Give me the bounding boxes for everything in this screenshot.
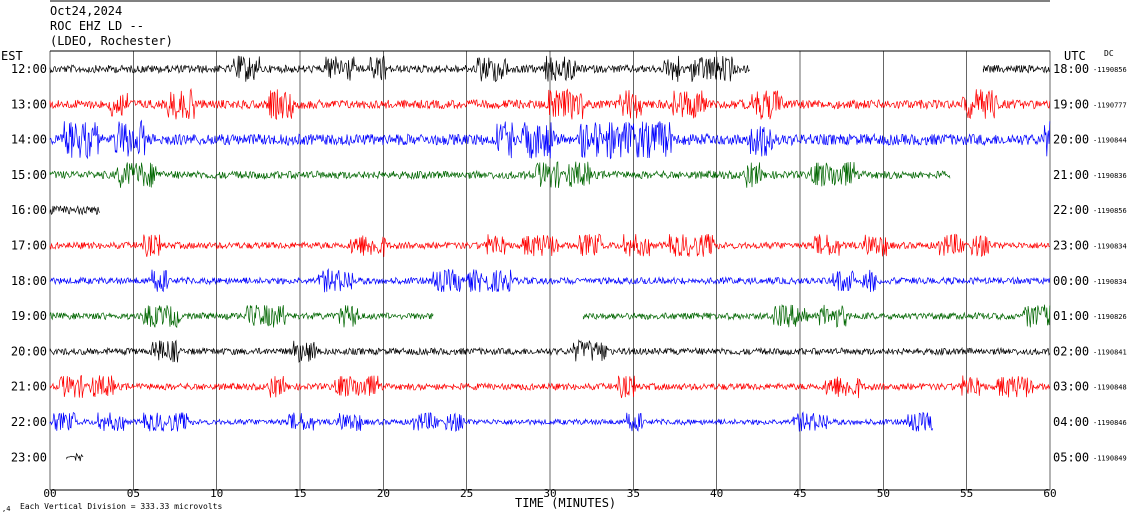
row-dc-offset: -1190856 — [1093, 207, 1127, 215]
scale-mark: ,4 — [2, 505, 10, 513]
row-label-utc: 05:00 — [1053, 450, 1089, 464]
row-label-utc: 20:00 — [1053, 133, 1089, 147]
seismic-trace — [49, 119, 1051, 160]
x-tick-label: 10 — [210, 487, 223, 500]
row-dc-offset: -1190834 — [1093, 243, 1127, 251]
row-label-est: 22:00 — [11, 415, 47, 429]
row-label-est: 15:00 — [11, 168, 47, 182]
x-tick-label: 50 — [877, 487, 890, 500]
left-axis-title: EST — [1, 49, 23, 63]
seismic-trace — [66, 452, 84, 462]
x-tick-label: 00 — [43, 487, 56, 500]
x-tick-label: 30 — [543, 487, 556, 500]
row-dc-offset: -1190844 — [1093, 137, 1127, 145]
x-tick-label: 15 — [293, 487, 306, 500]
seismic-trace — [49, 55, 751, 83]
seismic-trace — [49, 205, 100, 216]
row-label-est: 23:00 — [11, 450, 47, 464]
right-axis-title: UTC — [1064, 49, 1086, 63]
row-label-est: 14:00 — [11, 133, 47, 147]
scale-note: Each Vertical Division = 333.33 microvol… — [20, 502, 222, 511]
row-label-est: 12:00 — [11, 62, 47, 76]
seismic-trace — [49, 375, 1051, 399]
x-tick-label: 35 — [627, 487, 640, 500]
row-label-est: 13:00 — [11, 97, 47, 111]
row-label-est: 19:00 — [11, 309, 47, 323]
x-tick-label: 05 — [127, 487, 140, 500]
row-dc-offset: -1190836 — [1093, 172, 1127, 180]
row-dc-offset: -1190841 — [1093, 348, 1127, 356]
row-label-utc: 18:00 — [1053, 62, 1089, 76]
header-network: (LDEO, Rochester) — [50, 34, 173, 48]
row-dc-offset: -1190849 — [1093, 454, 1127, 462]
x-tick-label: 45 — [793, 487, 806, 500]
header-date: Oct24,2024 — [50, 4, 122, 18]
row-label-est: 17:00 — [11, 239, 47, 253]
row-label-utc: 21:00 — [1053, 168, 1089, 182]
row-dc-offset: -1190826 — [1093, 313, 1127, 321]
header-station: ROC EHZ LD -- — [50, 19, 144, 33]
seismic-trace — [49, 87, 1051, 121]
dc-label: DC — [1104, 49, 1114, 58]
seismic-trace — [49, 304, 434, 328]
seismic-trace — [49, 233, 1050, 258]
x-tick-label: 55 — [960, 487, 973, 500]
seismic-trace — [49, 339, 1051, 363]
x-tick-label: 20 — [377, 487, 390, 500]
row-label-utc: 04:00 — [1053, 415, 1089, 429]
row-dc-offset: -1190848 — [1093, 384, 1127, 392]
seismic-trace — [49, 268, 1051, 293]
row-label-utc: 22:00 — [1053, 203, 1089, 217]
row-label-est: 16:00 — [11, 203, 47, 217]
row-label-utc: 01:00 — [1053, 309, 1089, 323]
row-dc-offset: -1190846 — [1093, 419, 1127, 427]
row-dc-offset: -1190777 — [1093, 101, 1127, 109]
seismic-trace — [49, 161, 951, 188]
row-dc-offset: -1190834 — [1093, 278, 1127, 286]
seismic-trace — [582, 304, 1051, 328]
row-label-est: 20:00 — [11, 344, 47, 358]
row-label-utc: 00:00 — [1053, 274, 1089, 288]
row-label-est: 18:00 — [11, 274, 47, 288]
x-tick-label: 60 — [1043, 487, 1056, 500]
seismic-trace — [49, 411, 934, 432]
x-tick-label: 25 — [460, 487, 473, 500]
seismic-trace — [982, 64, 1050, 74]
row-label-est: 21:00 — [11, 380, 47, 394]
x-axis-title: TIME (MINUTES) — [515, 496, 616, 510]
x-tick-label: 40 — [710, 487, 723, 500]
row-dc-offset: -1190856 — [1093, 66, 1127, 74]
row-label-utc: 19:00 — [1053, 97, 1089, 111]
row-label-utc: 02:00 — [1053, 344, 1089, 358]
row-label-utc: 03:00 — [1053, 380, 1089, 394]
row-label-utc: 23:00 — [1053, 239, 1089, 253]
